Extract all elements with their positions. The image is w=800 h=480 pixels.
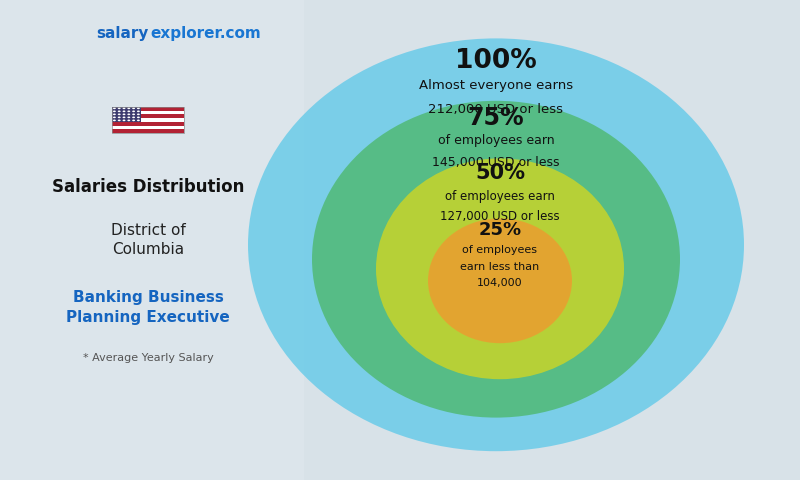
- Text: of employees earn: of employees earn: [438, 134, 554, 147]
- Text: 104,000: 104,000: [477, 278, 523, 288]
- Circle shape: [113, 113, 116, 115]
- Text: explorer.com: explorer.com: [150, 26, 261, 41]
- Text: of employees earn: of employees earn: [445, 190, 555, 203]
- Circle shape: [113, 108, 116, 109]
- Text: 75%: 75%: [468, 106, 524, 130]
- Bar: [112, 114, 184, 118]
- Text: Salaries Distribution: Salaries Distribution: [52, 178, 244, 196]
- Circle shape: [137, 113, 140, 115]
- Circle shape: [118, 113, 121, 115]
- Bar: [112, 107, 141, 122]
- Text: 145,000 USD or less: 145,000 USD or less: [432, 156, 560, 169]
- Circle shape: [118, 120, 121, 121]
- Circle shape: [127, 110, 130, 112]
- Circle shape: [118, 108, 121, 109]
- Circle shape: [122, 117, 126, 118]
- Bar: [112, 107, 184, 110]
- Circle shape: [132, 117, 135, 118]
- Bar: [112, 110, 184, 114]
- Text: 100%: 100%: [455, 48, 537, 74]
- Circle shape: [118, 110, 121, 112]
- Circle shape: [122, 108, 126, 109]
- Circle shape: [137, 108, 140, 109]
- Circle shape: [127, 108, 130, 109]
- Ellipse shape: [428, 218, 572, 343]
- Circle shape: [122, 110, 126, 112]
- Text: * Average Yearly Salary: * Average Yearly Salary: [82, 353, 214, 362]
- Circle shape: [132, 113, 135, 115]
- Bar: [112, 126, 184, 130]
- Bar: [112, 122, 184, 126]
- Circle shape: [113, 117, 116, 118]
- Text: Banking Business
Planning Executive: Banking Business Planning Executive: [66, 290, 230, 324]
- Ellipse shape: [248, 38, 744, 451]
- Circle shape: [132, 110, 135, 112]
- Circle shape: [118, 117, 121, 118]
- Bar: [112, 130, 184, 133]
- Circle shape: [127, 117, 130, 118]
- Circle shape: [132, 120, 135, 121]
- Circle shape: [113, 110, 116, 112]
- Ellipse shape: [376, 158, 624, 379]
- Text: 50%: 50%: [475, 163, 525, 183]
- Bar: [112, 107, 184, 133]
- Text: 25%: 25%: [478, 221, 522, 239]
- Text: 212,000 USD or less: 212,000 USD or less: [429, 103, 563, 116]
- Circle shape: [122, 120, 126, 121]
- Circle shape: [132, 108, 135, 109]
- Circle shape: [137, 117, 140, 118]
- Bar: [112, 118, 184, 122]
- Bar: [0, 0, 304, 480]
- Text: District of
Columbia: District of Columbia: [110, 223, 186, 257]
- Circle shape: [122, 113, 126, 115]
- Circle shape: [137, 120, 140, 121]
- Text: earn less than: earn less than: [460, 262, 540, 272]
- Circle shape: [137, 110, 140, 112]
- Text: 127,000 USD or less: 127,000 USD or less: [440, 210, 560, 223]
- Circle shape: [127, 120, 130, 121]
- Text: of employees: of employees: [462, 245, 538, 255]
- Text: Almost everyone earns: Almost everyone earns: [419, 79, 573, 92]
- Circle shape: [113, 120, 116, 121]
- Ellipse shape: [312, 101, 680, 418]
- Circle shape: [127, 113, 130, 115]
- Text: salary: salary: [96, 26, 148, 41]
